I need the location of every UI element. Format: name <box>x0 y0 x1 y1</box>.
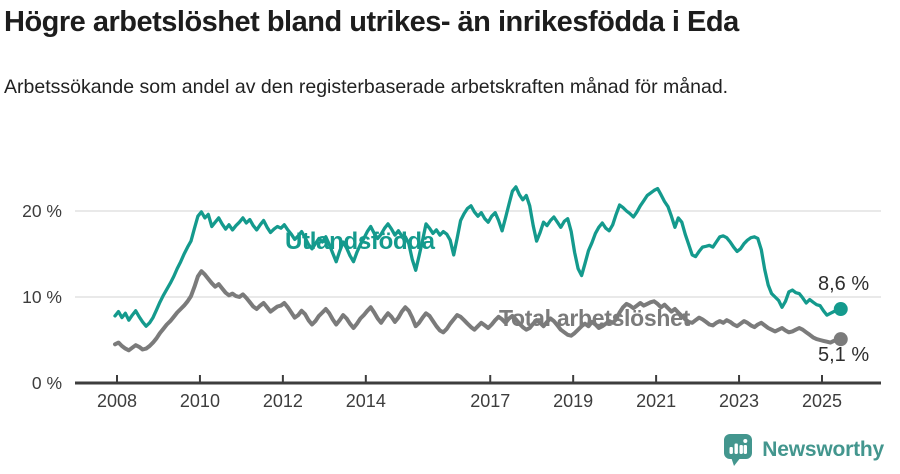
x-axis-tick-label: 2025 <box>802 391 842 411</box>
brand-name: Newsworthy <box>762 437 884 461</box>
page-title: Högre arbetslöshet bland utrikes- än inr… <box>4 6 739 38</box>
x-axis-tick-label: 2014 <box>346 391 386 411</box>
x-axis-tick-label: 2012 <box>263 391 303 411</box>
x-axis-tick-label: 2017 <box>470 391 510 411</box>
end-value-label-utlandsfodda: 8,6 % <box>818 273 870 295</box>
x-axis-tick-label: 2023 <box>719 391 759 411</box>
series-line-total <box>113 269 843 353</box>
newsworthy-logo: Newsworthy <box>723 433 884 466</box>
bar-chart-speech-bubble-icon <box>724 434 753 466</box>
x-axis-tick-label: 2010 <box>180 391 220 411</box>
y-axis-tick-label: 20 % <box>22 201 62 221</box>
series-line-utlandsfodda <box>113 185 843 328</box>
x-axis-tick-label: 2019 <box>553 391 593 411</box>
y-axis-tick-label: 10 % <box>22 287 62 307</box>
chart-canvas: 0 % 10 % 20 % 2008 2010 2012 2014 2017 2019 2021 2… <box>22 185 881 411</box>
chart-subtitle: Arbetssökande som andel av den registerb… <box>4 76 729 98</box>
x-axis-tick-label: 2008 <box>97 391 137 411</box>
series-label-utlandsfodda: Utlandsfödda <box>285 228 435 255</box>
x-axis-tick-label: 2021 <box>636 391 676 411</box>
end-value-label-total: 5,1 % <box>818 344 870 366</box>
line-chart: 0 % 10 % 20 % 2008 2010 2012 2014 2017 2019 2021 2… <box>0 158 900 458</box>
series-end-dot-utlandsfodda <box>833 302 848 317</box>
series-label-total-arbetsloshet: Total arbetslöshet <box>499 305 690 331</box>
y-axis-tick-label: 0 % <box>32 373 62 393</box>
series-end-dot-total <box>833 332 848 347</box>
